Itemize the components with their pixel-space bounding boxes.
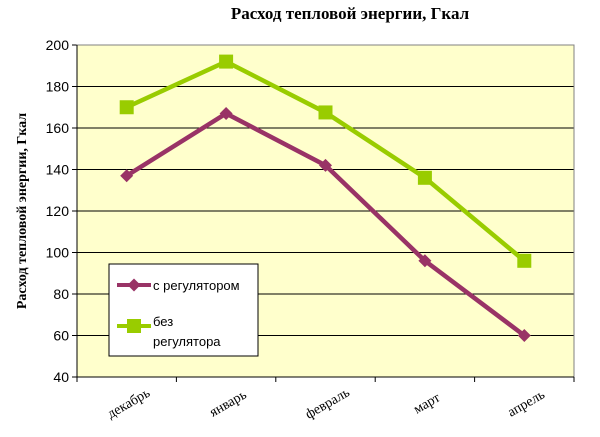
y-tick-label: 40 <box>53 369 69 385</box>
y-tick-label: 180 <box>46 79 70 95</box>
x-tick-label: март <box>411 390 443 417</box>
y-tick-label: 140 <box>46 162 70 178</box>
data-point <box>219 54 234 69</box>
legend-label: с регулятором <box>153 278 240 293</box>
data-point <box>120 169 134 183</box>
data-point <box>517 253 532 268</box>
legend-label: регулятора <box>153 334 221 349</box>
y-axis-label: Расход тепловой энергии, Гкал <box>15 113 30 309</box>
legend-label: без <box>153 314 173 329</box>
x-tick-label: январь <box>207 387 249 420</box>
x-tick-label: февраль <box>303 385 353 422</box>
y-tick-label: 100 <box>46 245 70 261</box>
x-tick-label: декабрь <box>105 386 153 422</box>
y-tick-label: 120 <box>46 203 70 219</box>
legend-marker <box>127 278 141 292</box>
data-point <box>517 329 531 342</box>
data-point <box>319 158 332 172</box>
chart-title: Расход тепловой энергии, Гкал <box>231 4 470 23</box>
y-tick-label: 200 <box>46 37 70 53</box>
data-point <box>318 105 333 120</box>
legend: с регулятором без регулятора <box>108 263 259 357</box>
y-tick-label: 80 <box>53 286 69 302</box>
y-tick-label: 60 <box>53 328 69 344</box>
plot-area: 40 60 80 100 120 140 160 180 200 декабрь январь фев… <box>46 37 575 423</box>
y-tick-label: 160 <box>46 120 70 136</box>
legend-marker <box>127 319 141 333</box>
data-point <box>219 106 233 120</box>
data-point <box>418 254 432 268</box>
x-tick-label: апрель <box>505 387 547 420</box>
data-point <box>119 100 134 115</box>
data-point <box>417 170 432 185</box>
